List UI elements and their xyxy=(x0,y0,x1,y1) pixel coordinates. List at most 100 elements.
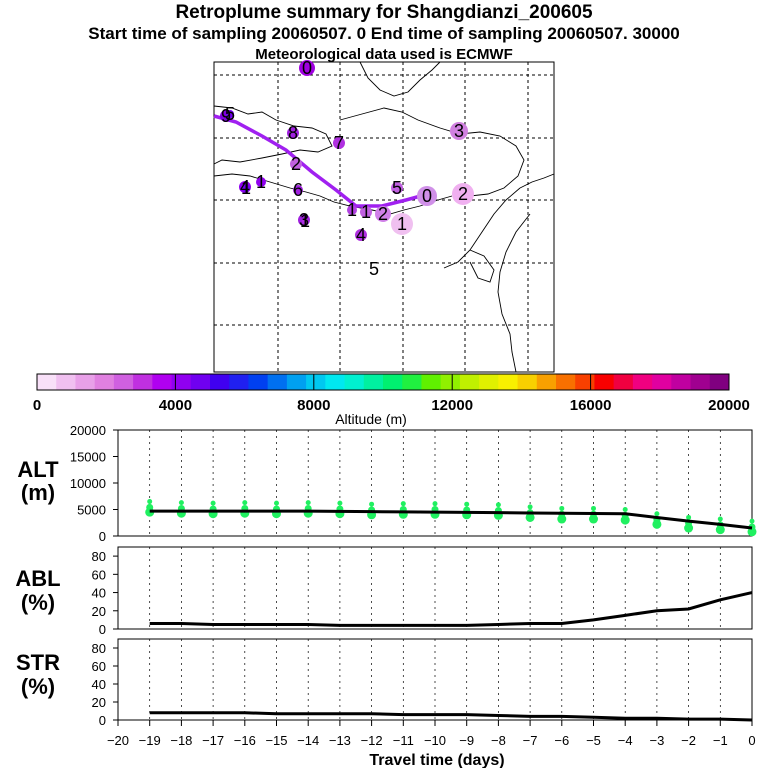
x-tick-label: −9 xyxy=(459,733,474,748)
x-tick-label: −8 xyxy=(491,733,506,748)
colorbar-tick-label: 16000 xyxy=(570,397,612,414)
altitude-dot xyxy=(495,502,501,508)
x-tick-label: −1 xyxy=(713,733,728,748)
x-tick-label: −12 xyxy=(361,733,383,748)
y-tick-label: 40 xyxy=(92,586,106,601)
altitude-dot xyxy=(717,516,723,522)
x-tick-label: −6 xyxy=(554,733,569,748)
map-graticule xyxy=(214,62,554,372)
x-tick-label: −14 xyxy=(297,733,319,748)
altitude-dot xyxy=(525,512,535,522)
colorbar-cell xyxy=(248,374,269,390)
cluster-day-label: 1 xyxy=(241,178,251,198)
colorbar-cell xyxy=(536,374,557,390)
alt-label: ALT xyxy=(17,457,59,482)
altitude-dot xyxy=(527,504,533,510)
altitude-dot xyxy=(715,525,725,535)
altitude-dot xyxy=(337,500,343,506)
abl-unit: (%) xyxy=(21,590,55,615)
altitude-dot xyxy=(652,519,662,529)
str-line xyxy=(149,711,753,722)
cluster-day-label: 6 xyxy=(293,180,303,200)
y-tick-label: 80 xyxy=(92,549,106,564)
abl-label: ABL xyxy=(15,566,60,591)
met-data-note: Meteorological data used is ECMWF xyxy=(255,46,513,63)
colorbar-cell xyxy=(517,374,538,390)
abl-line xyxy=(149,591,753,627)
cluster-day-label: 2 xyxy=(458,184,468,204)
cluster-day-label: 9 xyxy=(221,106,231,126)
x-tick-label: −16 xyxy=(234,733,256,748)
altitude-dot xyxy=(369,501,375,507)
y-tick-label: 60 xyxy=(92,659,106,674)
x-tick-label: 0 xyxy=(748,733,755,748)
x-tick-label: −15 xyxy=(265,733,287,748)
x-tick-label: −20 xyxy=(107,733,129,748)
colorbar-cell xyxy=(94,374,115,390)
altitude-dot xyxy=(559,505,565,511)
x-tick-label: −4 xyxy=(618,733,633,748)
cluster-day-label: 8 xyxy=(288,123,298,143)
colorbar-cell xyxy=(152,374,173,390)
altitude-dot xyxy=(591,505,596,511)
x-tick-label: −3 xyxy=(649,733,664,748)
cluster-day-label: 5 xyxy=(392,178,402,198)
y-tick-label: 5000 xyxy=(77,503,106,518)
colorbar-cell xyxy=(286,374,307,390)
colorbar-cell xyxy=(613,374,634,390)
colorbar-cell xyxy=(37,374,57,390)
x-tick-label: −7 xyxy=(523,733,538,748)
colorbar-cell xyxy=(171,374,192,390)
sampling-period: Start time of sampling 20060507. 0 End t… xyxy=(88,24,680,43)
colorbar-cell xyxy=(632,374,653,390)
cluster-day-label: 2 xyxy=(378,204,388,224)
trajectory-cluster xyxy=(452,183,474,205)
colorbar-cell xyxy=(594,374,615,390)
trajectory-path xyxy=(213,114,429,208)
cluster-day-label: 4 xyxy=(356,225,366,245)
str-unit: (%) xyxy=(21,674,55,699)
trajectory-cluster xyxy=(375,206,391,222)
alt-mean-line xyxy=(149,509,753,530)
colorbar-cell xyxy=(229,374,249,390)
altitude-dot xyxy=(305,500,311,506)
trajectory-cluster xyxy=(242,184,250,192)
altitude-dot xyxy=(620,515,630,525)
altitude-dot xyxy=(274,500,279,506)
colorbar-cell xyxy=(344,374,365,390)
colorbar-cell xyxy=(56,374,76,390)
cluster-day-label: 5 xyxy=(225,104,235,124)
colorbar-cell xyxy=(190,374,211,390)
colorbar-cell xyxy=(671,374,692,390)
colorbar-cell xyxy=(325,374,346,390)
colorbar-tick-label: 0 xyxy=(33,397,41,414)
altitude-dot xyxy=(686,514,692,520)
colorbar-cell xyxy=(459,374,480,390)
trajectory-cluster xyxy=(226,110,234,118)
altitude-dot xyxy=(622,507,628,512)
x-axis-label: Travel time (days) xyxy=(369,752,504,768)
altitude-dot xyxy=(400,501,406,507)
altitude-dot xyxy=(589,514,598,524)
y-tick-label: 0 xyxy=(99,713,106,728)
map-coastlines xyxy=(213,61,555,373)
cluster-day-label: 1 xyxy=(347,200,357,220)
x-tick-label: −19 xyxy=(139,733,161,748)
colorbar-cell xyxy=(556,374,576,390)
trajectory-cluster xyxy=(417,186,437,206)
trajectory-cluster xyxy=(391,182,403,194)
trajectory-cluster xyxy=(302,218,308,224)
colorbar-cell xyxy=(421,374,442,390)
colorbar-tick-label: 8000 xyxy=(297,397,330,414)
x-tick-label: −5 xyxy=(586,733,601,748)
trajectory-cluster xyxy=(347,205,357,215)
trajectory-cluster xyxy=(299,60,315,76)
altitude-colorbar: 0 4000 8000 12000 16000 20000 Altitude (m) xyxy=(33,373,750,427)
colorbar-cell xyxy=(210,374,230,390)
y-tick-label: 0 xyxy=(99,529,106,544)
y-tick-label: 20 xyxy=(92,604,106,619)
trajectory-cluster xyxy=(333,137,345,149)
colorbar-label: Altitude (m) xyxy=(335,411,407,427)
x-tick-label: −10 xyxy=(424,733,446,748)
